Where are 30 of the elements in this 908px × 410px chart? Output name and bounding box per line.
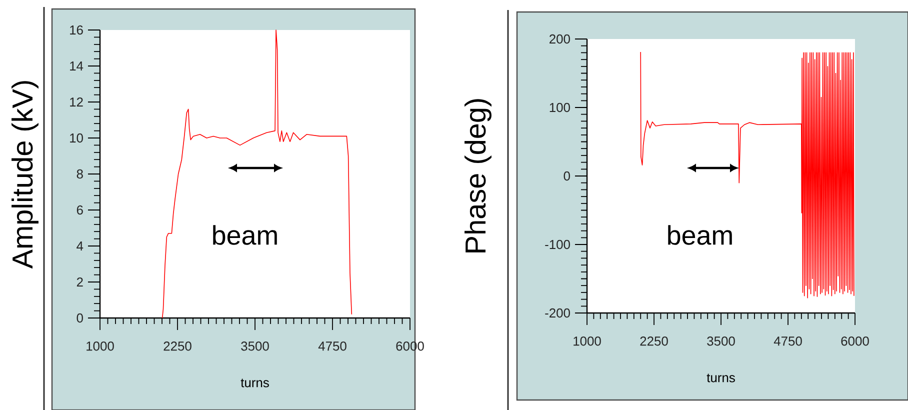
x-tick-label: 4750 (318, 342, 346, 351)
x-axis-title: turns (240, 378, 269, 388)
x-tick-label: 2250 (164, 342, 192, 351)
y-tick-label: 0 (76, 313, 83, 323)
y-axis-title: Phase (deg) (464, 99, 492, 252)
annotation: beam (213, 225, 277, 245)
y-tick-label: 0 (564, 171, 570, 181)
x-tick-label: 4750 (774, 336, 802, 346)
y-tick-label: 10 (70, 133, 83, 143)
x-tick-label: 6000 (841, 336, 869, 346)
y-tick-label: 8 (76, 169, 83, 179)
x-tick-label: 2250 (640, 336, 668, 346)
y-tick-label: -100 (545, 240, 570, 250)
line-series (640, 52, 854, 298)
x-tick-label: 3500 (241, 342, 269, 351)
y-tick-label: 14 (70, 62, 84, 70)
x-tick-label: 1000 (574, 336, 601, 346)
y-tick-label: 4 (76, 242, 84, 250)
y-tick-label: 12 (70, 97, 83, 107)
y-tick-label: 2 (76, 277, 83, 287)
y-tick-label: 100 (550, 102, 570, 112)
x-tick-label: 1000 (86, 342, 114, 351)
y-tick-label: 16 (70, 25, 83, 35)
x-tick-label: 3500 (707, 336, 735, 346)
y-tick-label: 200 (550, 34, 570, 44)
y-tick-label: -200 (545, 308, 570, 318)
x-axis-title: turns (706, 374, 735, 382)
y-axis-title: Amplitude (kV) (12, 81, 38, 269)
y-tick-label: 6 (76, 205, 83, 215)
annotation: beam (668, 225, 732, 245)
